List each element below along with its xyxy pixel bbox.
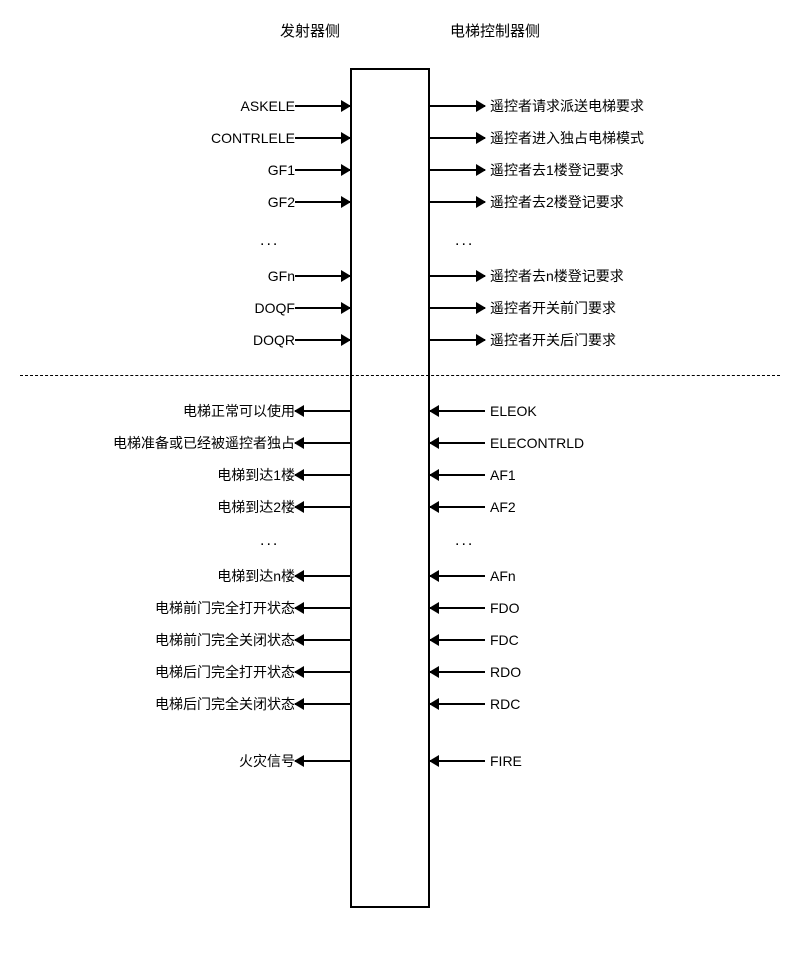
- arrow-out-box-right: [430, 307, 485, 309]
- controller-status-label: AFn: [490, 565, 516, 587]
- arrow-out-box-right: [430, 169, 485, 171]
- tx-status-label: 电梯后门完全打开状态: [20, 661, 295, 683]
- controller-status-label: FDO: [490, 597, 520, 619]
- arrow-into-box-right: [430, 474, 485, 476]
- arrow-out-box-right: [430, 105, 485, 107]
- tx-status-label: 电梯前门完全关闭状态: [20, 629, 295, 651]
- tx-status-label: 电梯到达2楼: [20, 496, 295, 518]
- arrow-into-box-left: [295, 307, 350, 309]
- arrow-into-box-right: [430, 607, 485, 609]
- controller-signal-label: 遥控者开关后门要求: [490, 329, 616, 351]
- arrow-out-box-right: [430, 137, 485, 139]
- arrow-out-box-left: [295, 442, 350, 444]
- arrow-into-box-right: [430, 442, 485, 444]
- arrow-into-box-left: [295, 137, 350, 139]
- tx-status-label: 电梯前门完全打开状态: [20, 597, 295, 619]
- arrow-into-box-left: [295, 169, 350, 171]
- arrow-out-box-left: [295, 410, 350, 412]
- controller-status-label: AF1: [490, 464, 516, 486]
- controller-signal-label: 遥控者去2楼登记要求: [490, 191, 624, 213]
- signal-diagram: 发射器侧 电梯控制器侧 ASKELE 遥控者请求派送电梯要求 CONTRLELE 遥控…: [20, 20, 780, 940]
- controller-status-label: FDC: [490, 629, 519, 651]
- arrow-into-box-right: [430, 639, 485, 641]
- tx-signal-label: GF2: [20, 191, 295, 213]
- tx-signal-label: CONTRLELE: [20, 127, 295, 149]
- controller-signal-label: 遥控者开关前门要求: [490, 297, 616, 319]
- tx-status-label: 火灾信号: [20, 750, 295, 772]
- arrow-out-box-left: [295, 506, 350, 508]
- controller-status-label: RDO: [490, 661, 521, 683]
- arrow-into-box-right: [430, 671, 485, 673]
- arrow-out-box-left: [295, 474, 350, 476]
- controller-signal-label: 遥控者去n楼登记要求: [490, 265, 624, 287]
- tx-status-label: 电梯到达n楼: [20, 565, 295, 587]
- tx-status-label: 电梯后门完全关闭状态: [20, 693, 295, 715]
- tx-signal-label: GFn: [20, 265, 295, 287]
- arrow-into-box-right: [430, 575, 485, 577]
- arrow-out-box-left: [295, 575, 350, 577]
- arrow-into-box-left: [295, 201, 350, 203]
- controller-status-label: ELECONTRLD: [490, 432, 584, 454]
- arrow-out-box-left: [295, 639, 350, 641]
- arrow-out-box-left: [295, 760, 350, 762]
- header-right: 电梯控制器侧: [450, 20, 540, 41]
- ellipsis: ...: [455, 532, 474, 550]
- arrow-out-box-right: [430, 201, 485, 203]
- arrow-out-box-left: [295, 671, 350, 673]
- tx-status-label: 电梯准备或已经被遥控者独占: [20, 432, 295, 454]
- tx-status-label: 电梯正常可以使用: [20, 400, 295, 422]
- divider-dash: [20, 375, 780, 376]
- arrow-out-box-right: [430, 339, 485, 341]
- controller-status-label: RDC: [490, 693, 520, 715]
- tx-status-label: 电梯到达1楼: [20, 464, 295, 486]
- tx-signal-label: GF1: [20, 159, 295, 181]
- arrow-into-box-right: [430, 506, 485, 508]
- arrow-into-box-right: [430, 410, 485, 412]
- ellipsis: ...: [260, 532, 279, 550]
- arrow-into-box-right: [430, 760, 485, 762]
- controller-status-label: AF2: [490, 496, 516, 518]
- tx-signal-label: DOQF: [20, 297, 295, 319]
- arrow-into-box-left: [295, 105, 350, 107]
- arrow-out-box-right: [430, 275, 485, 277]
- header-left: 发射器侧: [280, 20, 340, 41]
- ellipsis: ...: [260, 232, 279, 250]
- arrow-into-box-right: [430, 703, 485, 705]
- controller-status-label: ELEOK: [490, 400, 537, 422]
- ellipsis: ...: [455, 232, 474, 250]
- controller-signal-label: 遥控者请求派送电梯要求: [490, 95, 644, 117]
- tx-signal-label: DOQR: [20, 329, 295, 351]
- controller-signal-label: 遥控者进入独占电梯模式: [490, 127, 644, 149]
- arrow-out-box-left: [295, 703, 350, 705]
- arrow-into-box-left: [295, 275, 350, 277]
- arrow-out-box-left: [295, 607, 350, 609]
- receiver-box: [350, 68, 430, 908]
- controller-signal-label: 遥控者去1楼登记要求: [490, 159, 624, 181]
- tx-signal-label: ASKELE: [20, 95, 295, 117]
- controller-status-label: FIRE: [490, 750, 522, 772]
- arrow-into-box-left: [295, 339, 350, 341]
